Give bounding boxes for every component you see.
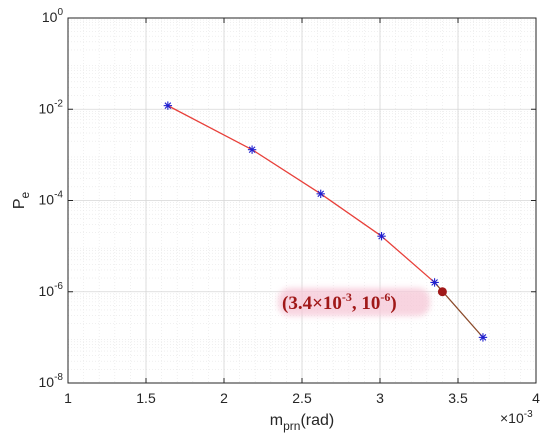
series-points	[163, 101, 488, 342]
series-line-segment	[167, 105, 253, 151]
x-tick-label: 1.5	[136, 390, 156, 406]
series-line-segment	[320, 193, 382, 237]
y-axis-ticks: 100 10-2 10-4 10-6 10-8	[39, 7, 536, 390]
series-line-segment	[381, 235, 436, 283]
data-point	[163, 101, 173, 110]
data-point	[247, 145, 257, 154]
y-axis-label: Pe	[11, 192, 32, 210]
data-point	[478, 333, 488, 342]
series-line-segment	[251, 149, 322, 195]
highlight-group: (3.4×10-3, 10-6)	[278, 287, 447, 316]
y-tick-label: 100	[42, 7, 64, 25]
data-point	[430, 278, 439, 287]
x-tick-label: 3.5	[448, 390, 468, 406]
x-multiplier-label: ×10-3	[500, 409, 533, 426]
y-tick-label: 10-2	[39, 98, 64, 116]
x-tick-label: 2.5	[292, 390, 312, 406]
series-lines	[167, 105, 484, 338]
x-axis-label: mprn(rad)	[270, 412, 334, 433]
data-point	[377, 232, 386, 241]
x-tick-label: 2	[220, 390, 228, 406]
x-tick-label: 3	[376, 390, 384, 406]
y-tick-label: 10-6	[39, 281, 64, 299]
axis-labels: mprn(rad) ×10-3 Pe	[11, 192, 533, 433]
highlight-annotation: (3.4×10-3, 10-6)	[282, 290, 397, 314]
y-tick-label: 10-8	[39, 372, 64, 390]
data-point	[316, 189, 325, 199]
x-tick-label: 1	[64, 390, 72, 406]
x-axis-ticks: 1 1.5 2 2.5 3 3.5 4	[64, 18, 540, 406]
x-tick-label: 4	[532, 390, 540, 406]
highlight-point	[437, 287, 447, 297]
y-tick-label: 10-4	[39, 190, 64, 208]
annotation-glow	[278, 288, 430, 316]
